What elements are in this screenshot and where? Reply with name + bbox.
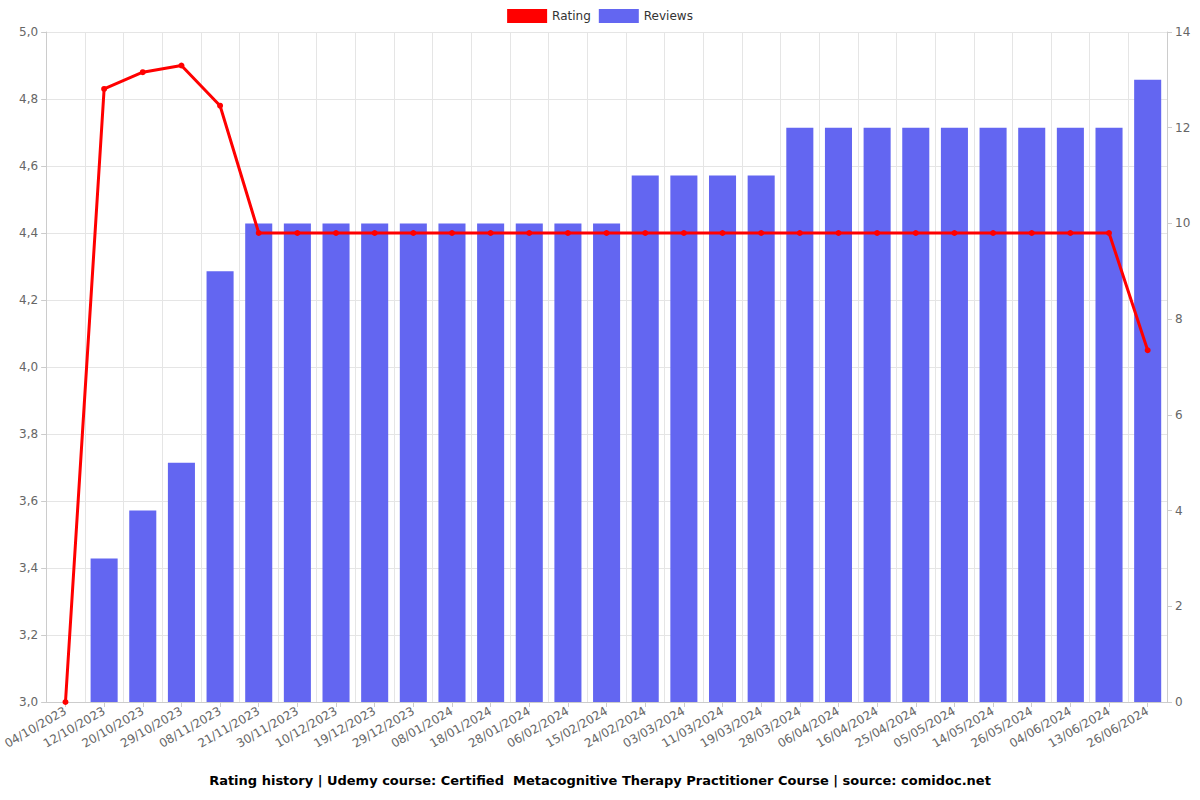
svg-text:4,4: 4,4 xyxy=(19,226,38,240)
svg-text:10: 10 xyxy=(1175,216,1190,230)
svg-text:12/10/2023: 12/10/2023 xyxy=(40,703,108,751)
svg-text:29/10/2023: 29/10/2023 xyxy=(118,703,185,751)
svg-text:8: 8 xyxy=(1175,312,1183,326)
svg-text:19/12/2023: 19/12/2023 xyxy=(311,703,379,751)
svg-text:18/01/2024: 18/01/2024 xyxy=(427,703,495,751)
svg-text:3,2: 3,2 xyxy=(19,628,38,642)
svg-text:06/04/2024: 06/04/2024 xyxy=(775,703,842,751)
svg-text:05/05/2024: 05/05/2024 xyxy=(891,703,958,751)
svg-text:24/02/2024: 24/02/2024 xyxy=(581,703,649,751)
svg-text:6: 6 xyxy=(1175,408,1183,422)
svg-text:28/01/2024: 28/01/2024 xyxy=(466,703,533,751)
svg-text:21/11/2023: 21/11/2023 xyxy=(195,703,263,751)
svg-text:26/05/2024: 26/05/2024 xyxy=(968,703,1036,751)
svg-text:3,6: 3,6 xyxy=(19,494,38,508)
svg-text:Rating: Rating xyxy=(552,9,591,23)
svg-text:13/06/2024: 13/06/2024 xyxy=(1045,703,1113,751)
svg-text:3,8: 3,8 xyxy=(19,427,38,441)
svg-text:14/05/2024: 14/05/2024 xyxy=(929,703,997,751)
svg-text:3,0: 3,0 xyxy=(19,695,38,709)
svg-text:4,6: 4,6 xyxy=(19,159,38,173)
svg-text:08/11/2023: 08/11/2023 xyxy=(156,703,224,751)
svg-text:4: 4 xyxy=(1175,504,1183,518)
svg-text:15/02/2024: 15/02/2024 xyxy=(543,703,611,751)
svg-text:29/12/2023: 29/12/2023 xyxy=(350,703,417,751)
svg-text:0: 0 xyxy=(1175,695,1183,709)
svg-text:5,0: 5,0 xyxy=(19,25,38,39)
svg-text:10/12/2023: 10/12/2023 xyxy=(272,703,340,751)
svg-text:4,2: 4,2 xyxy=(19,293,38,307)
svg-text:14: 14 xyxy=(1175,25,1190,39)
svg-text:04/06/2024: 04/06/2024 xyxy=(1007,703,1074,751)
svg-text:3,4: 3,4 xyxy=(19,561,38,575)
svg-text:25/04/2024: 25/04/2024 xyxy=(852,703,920,751)
svg-text:06/02/2024: 06/02/2024 xyxy=(504,703,572,751)
svg-text:20/10/2023: 20/10/2023 xyxy=(79,703,147,751)
svg-text:12: 12 xyxy=(1175,121,1190,135)
svg-text:11/03/2024: 11/03/2024 xyxy=(659,703,726,751)
svg-text:Rating history | Udemy course:: Rating history | Udemy course: Certified… xyxy=(209,773,991,788)
svg-text:16/04/2024: 16/04/2024 xyxy=(813,703,881,751)
svg-text:08/01/2024: 08/01/2024 xyxy=(388,703,456,751)
svg-text:04/10/2023: 04/10/2023 xyxy=(2,703,69,751)
svg-text:03/03/2024: 03/03/2024 xyxy=(620,703,688,751)
svg-text:30/11/2023: 30/11/2023 xyxy=(234,703,301,751)
svg-text:2: 2 xyxy=(1175,599,1183,613)
svg-text:Reviews: Reviews xyxy=(644,9,693,23)
svg-text:4,0: 4,0 xyxy=(19,360,38,374)
svg-text:19/03/2024: 19/03/2024 xyxy=(697,703,765,751)
svg-text:26/06/2024: 26/06/2024 xyxy=(1084,704,1151,751)
svg-text:4,8: 4,8 xyxy=(19,92,38,106)
svg-text:28/03/2024: 28/03/2024 xyxy=(736,703,804,751)
